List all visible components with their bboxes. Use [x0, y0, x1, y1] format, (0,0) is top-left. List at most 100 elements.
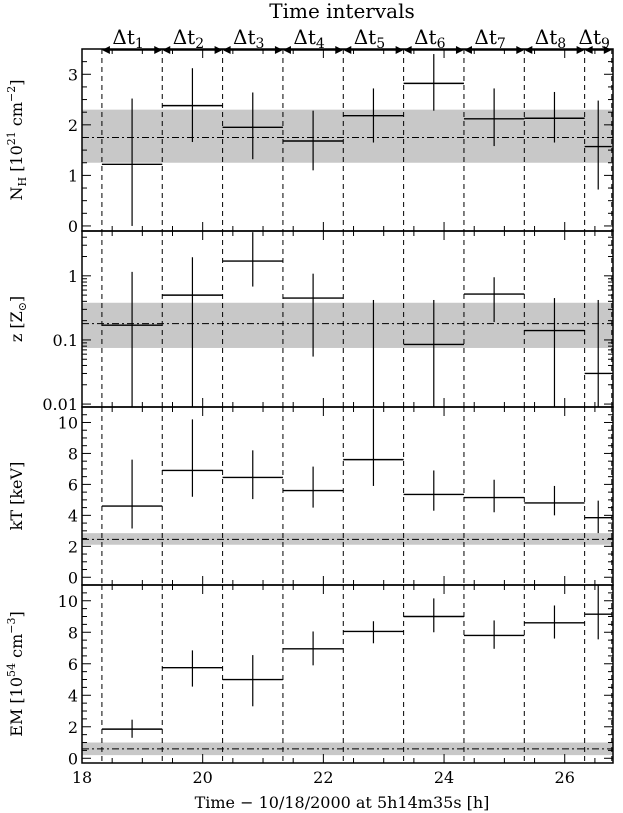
interval-label: Δt4 — [293, 25, 324, 52]
y-tick-label: 4 — [68, 686, 78, 705]
y-axis-title: kT [keV] — [7, 462, 26, 531]
interval-marker: Δt6 — [403, 25, 464, 54]
interval-label: Δt5 — [354, 25, 385, 52]
data-point — [403, 598, 464, 633]
data-point — [282, 273, 344, 357]
data-point — [222, 655, 283, 707]
data-point — [282, 110, 344, 171]
y-tick-label: 0 — [68, 749, 78, 768]
data-point — [222, 92, 283, 160]
data-point — [101, 271, 163, 407]
data-point — [524, 91, 585, 143]
data-point — [101, 459, 163, 529]
chart-title: Time intervals — [269, 0, 415, 23]
interval-label: Δt2 — [173, 25, 204, 52]
x-tick-label: 18 — [72, 768, 92, 787]
y-tick-label: 2 — [68, 718, 78, 737]
data-point — [463, 620, 525, 649]
data-point — [403, 299, 464, 407]
interval-marker: Δt7 — [463, 25, 525, 54]
data-point — [162, 257, 223, 407]
arrow-head-left — [584, 46, 593, 54]
data-point — [524, 605, 585, 639]
y-tick-label: 10 — [58, 592, 78, 611]
panel-em: 0 2 4 6 8 10 EM [1054 cm−3] — [5, 584, 614, 768]
arrow-head-right — [335, 46, 344, 54]
arrow-head-left — [524, 46, 533, 54]
interval-marker: Δt1 — [101, 25, 163, 54]
data-point — [222, 232, 283, 287]
y-axis-title: NH [1021 cm−2] — [5, 80, 29, 201]
data-point — [222, 450, 283, 500]
data-point — [584, 585, 612, 640]
arrow-head-right — [603, 46, 612, 54]
panel-frame — [81, 406, 614, 586]
data-point — [524, 298, 585, 407]
y-tick-label: 6 — [68, 475, 78, 494]
arrow-head-right — [395, 46, 404, 54]
interval-label: Δt1 — [112, 25, 143, 52]
arrow-head-right — [274, 46, 283, 54]
data-point — [403, 470, 464, 511]
arrow-head-right — [154, 46, 163, 54]
arrow-head-left — [162, 46, 171, 54]
data-point — [584, 500, 612, 534]
interval-marker: Δt8 — [524, 25, 585, 54]
y-tick-label: 2 — [68, 116, 78, 135]
x-tick-label: 20 — [193, 768, 213, 787]
arrow-head-left — [222, 46, 231, 54]
panel-kt: 0 2 4 6 8 10 kT [keV] — [7, 406, 614, 587]
data-point — [524, 485, 585, 516]
x-tick-label: 26 — [555, 768, 575, 787]
arrow-head-right — [576, 46, 585, 54]
y-axis-title: z [Z⊙] — [7, 296, 29, 342]
y-tick-label: 6 — [68, 655, 78, 674]
interval-marker: Δt4 — [282, 25, 344, 54]
data-point — [463, 479, 525, 513]
panel-frame — [81, 584, 614, 764]
arrow-head-left — [282, 46, 291, 54]
data-point — [403, 54, 464, 111]
data-point — [463, 277, 525, 323]
data-point — [162, 419, 223, 497]
arrow-head-right — [516, 46, 525, 54]
y-tick-label: 8 — [68, 623, 78, 642]
y-tick-label: 0 — [68, 568, 78, 587]
data-point — [101, 719, 163, 738]
panel-nh: 0 1 2 3 NH [1021 cm−2] — [5, 48, 614, 236]
y-tick-label: 1 — [68, 166, 78, 185]
y-axis-title: EM [1054 cm−3] — [5, 611, 26, 736]
data-point — [162, 68, 223, 143]
interval-marker: Δt5 — [343, 25, 404, 54]
x-tick-label: 22 — [313, 768, 333, 787]
interval-label: Δt7 — [474, 25, 505, 52]
y-tick-label: 3 — [68, 65, 78, 84]
y-tick-label: 2 — [68, 537, 78, 556]
data-point — [343, 621, 404, 644]
arrow-head-left — [403, 46, 412, 54]
y-tick-label: 10 — [58, 413, 78, 432]
data-point — [282, 466, 344, 508]
arrow-head-right — [455, 46, 464, 54]
y-tick-label: 0 — [68, 217, 78, 236]
interval-marker: Δt2 — [162, 25, 223, 54]
panel-z: 0.01 0.1 1 z [Z⊙] — [7, 230, 614, 414]
x-axis-title: Time − 10/18/2000 at 5h14m35s [h] — [195, 793, 490, 812]
interval-marker: Δt9 — [579, 25, 612, 54]
y-tick-label: 8 — [68, 444, 78, 463]
y-tick-label: 4 — [68, 506, 78, 525]
data-point — [343, 408, 404, 486]
interval-label: Δt9 — [579, 25, 610, 52]
data-point — [584, 299, 612, 407]
data-point — [162, 650, 223, 687]
arrow-head-left — [463, 46, 472, 54]
y-tick-label: 1 — [68, 267, 78, 286]
interval-label: Δt6 — [414, 25, 445, 52]
data-point — [282, 631, 344, 666]
y-tick-label: 0.01 — [42, 395, 78, 414]
data-point — [101, 98, 163, 226]
interval-label: Δt3 — [233, 25, 264, 52]
data-point — [463, 88, 525, 147]
data-point — [584, 100, 612, 190]
